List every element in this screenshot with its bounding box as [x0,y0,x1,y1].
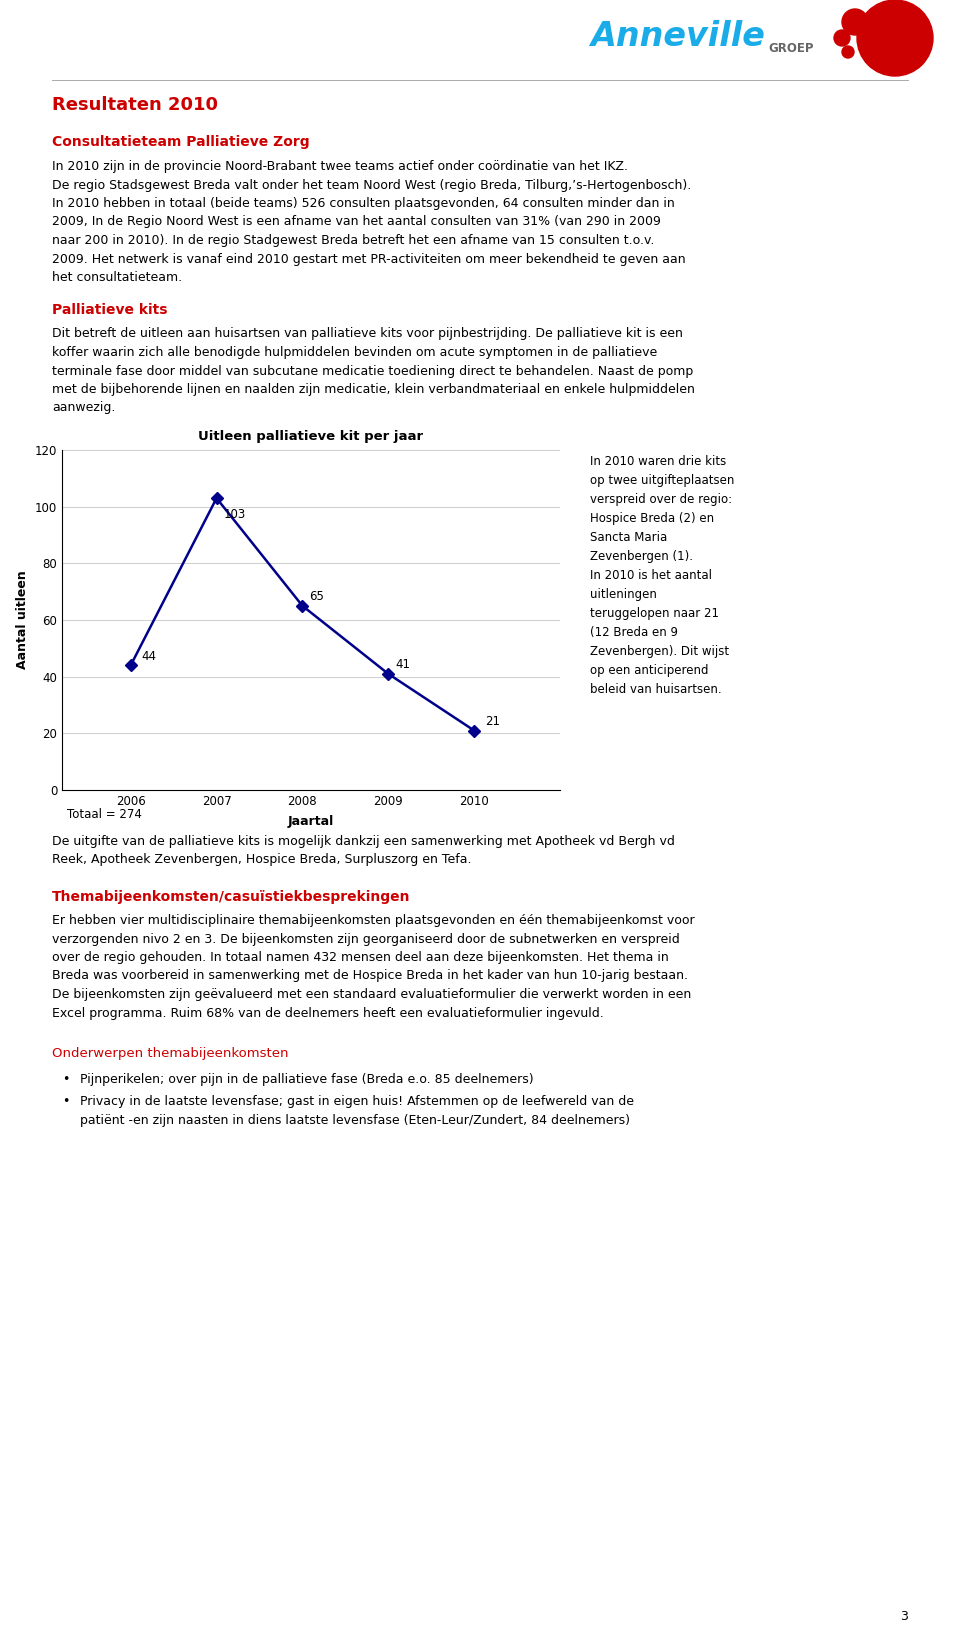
Text: uitleningen: uitleningen [590,587,657,600]
Text: Zevenbergen (1).: Zevenbergen (1). [590,550,693,563]
X-axis label: Jaartal: Jaartal [288,815,334,828]
Text: 2009. Het netwerk is vanaf eind 2010 gestart met PR-activiteiten om meer bekendh: 2009. Het netwerk is vanaf eind 2010 ges… [52,252,685,265]
Text: verzorgenden nivo 2 en 3. De bijeenkomsten zijn georganiseerd door de subnetwerk: verzorgenden nivo 2 en 3. De bijeenkomst… [52,933,680,946]
Text: Palliatieve kits: Palliatieve kits [52,304,167,317]
Text: teruggelopen naar 21: teruggelopen naar 21 [590,607,719,620]
Text: De uitgifte van de palliatieve kits is mogelijk dankzij een samenwerking met Apo: De uitgifte van de palliatieve kits is m… [52,834,675,847]
Text: Hospice Breda (2) en: Hospice Breda (2) en [590,512,714,525]
Text: beleid van huisartsen.: beleid van huisartsen. [590,682,722,695]
Text: op een anticiperend: op een anticiperend [590,664,708,677]
Text: Consultatieteam Palliatieve Zorg: Consultatieteam Palliatieve Zorg [52,136,310,149]
Y-axis label: Aantal uitleen: Aantal uitleen [16,571,29,669]
Circle shape [842,46,854,57]
Text: over de regio gehouden. In totaal namen 432 mensen deel aan deze bijeenkomsten. : over de regio gehouden. In totaal namen … [52,951,669,964]
Text: 2009, In de Regio Noord West is een afname van het aantal consulten van 31% (van: 2009, In de Regio Noord West is een afna… [52,216,660,229]
Text: koffer waarin zich alle benodigde hulpmiddelen bevinden om acute symptomen in de: koffer waarin zich alle benodigde hulpmi… [52,345,658,358]
Text: Privacy in de laatste levensfase; gast in eigen huis! Afstemmen op de leefwereld: Privacy in de laatste levensfase; gast i… [80,1096,634,1109]
Text: In 2010 waren drie kits: In 2010 waren drie kits [590,455,727,468]
Text: 21: 21 [485,715,500,728]
Text: In 2010 hebben in totaal (beide teams) 526 consulten plaatsgevonden, 64 consulte: In 2010 hebben in totaal (beide teams) 5… [52,196,675,209]
Text: Themabijeenkomsten/casuïstiekbesprekingen: Themabijeenkomsten/casuïstiekbesprekinge… [52,890,411,905]
Text: Excel programma. Ruim 68% van de deelnemers heeft een evaluatieformulier ingevul: Excel programma. Ruim 68% van de deelnem… [52,1006,604,1019]
Text: Resultaten 2010: Resultaten 2010 [52,97,218,115]
Text: Dit betreft de uitleen aan huisartsen van palliatieve kits voor pijnbestrijding.: Dit betreft de uitleen aan huisartsen va… [52,327,683,340]
Text: aanwezig.: aanwezig. [52,401,115,414]
Text: naar 200 in 2010). In de regio Stadgewest Breda betreft het een afname van 15 co: naar 200 in 2010). In de regio Stadgewes… [52,234,655,247]
Text: Totaal = 274: Totaal = 274 [67,808,142,821]
Text: Reek, Apotheek Zevenbergen, Hospice Breda, Surpluszorg en Tefa.: Reek, Apotheek Zevenbergen, Hospice Bred… [52,854,471,867]
Text: De regio Stadsgewest Breda valt onder het team Noord West (regio Breda, Tilburg,: De regio Stadsgewest Breda valt onder he… [52,178,691,191]
Text: Breda was voorbereid in samenwerking met de Hospice Breda in het kader van hun 1: Breda was voorbereid in samenwerking met… [52,970,688,983]
Text: (12 Breda en 9: (12 Breda en 9 [590,627,678,640]
Title: Uitleen palliatieve kit per jaar: Uitleen palliatieve kit per jaar [199,430,423,443]
Text: Pijnperikelen; over pijn in de palliatieve fase (Breda e.o. 85 deelnemers): Pijnperikelen; over pijn in de palliatie… [80,1073,534,1086]
Text: Anneville: Anneville [590,20,765,52]
Text: Sancta Maria: Sancta Maria [590,532,667,545]
Text: In 2010 zijn in de provincie Noord-Brabant twee teams actief onder coördinatie v: In 2010 zijn in de provincie Noord-Braba… [52,160,628,173]
Text: met de bijbehorende lijnen en naalden zijn medicatie, klein verbandmateriaal en : met de bijbehorende lijnen en naalden zi… [52,383,695,396]
Text: •: • [62,1096,69,1109]
Circle shape [834,29,850,46]
Text: Onderwerpen themabijeenkomsten: Onderwerpen themabijeenkomsten [52,1047,289,1060]
Text: terminale fase door middel van subcutane medicatie toediening direct te behandel: terminale fase door middel van subcutane… [52,365,693,378]
Text: 44: 44 [142,649,156,663]
Text: 65: 65 [309,591,324,604]
Text: 103: 103 [224,507,246,520]
Text: patiënt -en zijn naasten in diens laatste levensfase (Eten-Leur/Zundert, 84 deel: patiënt -en zijn naasten in diens laatst… [80,1114,630,1127]
Text: Er hebben vier multidisciplinaire themabijeenkomsten plaatsgevonden en één thema: Er hebben vier multidisciplinaire themab… [52,915,695,928]
Text: GROEP: GROEP [768,43,813,56]
Text: In 2010 is het aantal: In 2010 is het aantal [590,569,712,582]
Text: De bijeenkomsten zijn geëvalueerd met een standaard evaluatieformulier die verwe: De bijeenkomsten zijn geëvalueerd met ee… [52,988,691,1001]
Circle shape [842,10,868,34]
Circle shape [857,0,933,75]
Text: 3: 3 [900,1610,908,1623]
Text: op twee uitgifteplaatsen: op twee uitgifteplaatsen [590,474,734,488]
Text: het consultatieteam.: het consultatieteam. [52,272,182,285]
Text: Zevenbergen). Dit wijst: Zevenbergen). Dit wijst [590,645,730,658]
Text: 41: 41 [396,658,410,671]
Text: •: • [62,1073,69,1086]
Text: verspreid over de regio:: verspreid over de regio: [590,492,732,506]
